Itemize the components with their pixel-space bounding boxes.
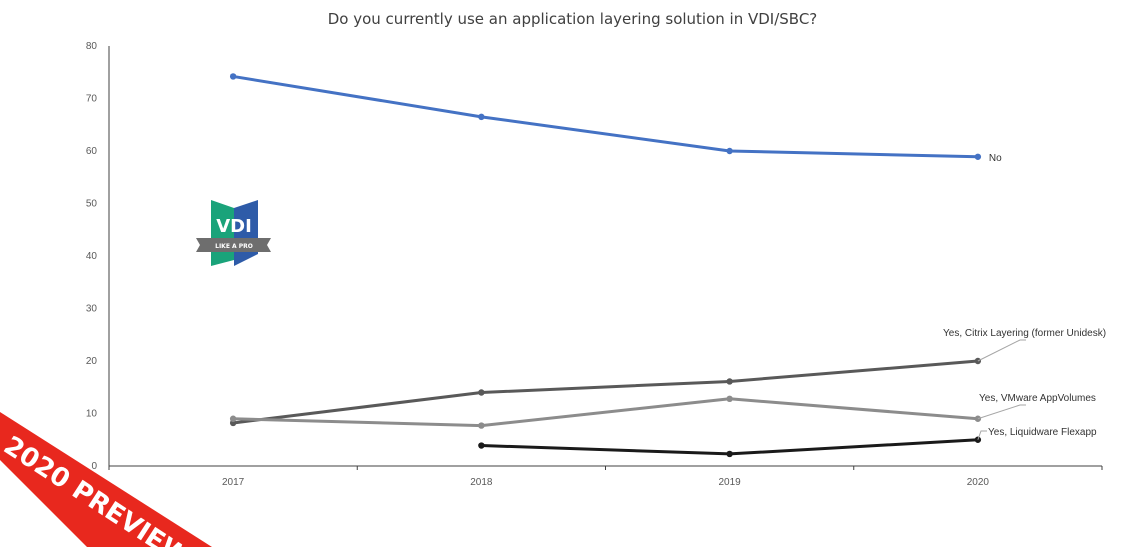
data-point xyxy=(726,147,733,155)
data-point xyxy=(726,378,733,385)
chart-title: Do you currently use an application laye… xyxy=(327,10,818,28)
data-point xyxy=(478,442,485,449)
y-tick-label: 30 xyxy=(86,304,98,315)
series-label: Yes, VMware AppVolumes xyxy=(979,393,1096,404)
y-tick-label: 0 xyxy=(91,461,97,472)
y-tick-label: 20 xyxy=(86,356,98,367)
data-point xyxy=(478,113,485,121)
series-labels: No Yes, Citrix Layering (former Unidesk) Y… xyxy=(943,153,1106,440)
logo-text: VDI xyxy=(216,216,252,237)
data-point xyxy=(229,415,237,422)
x-tick-label: 2017 xyxy=(222,477,245,488)
series-line xyxy=(233,397,978,428)
series-line xyxy=(232,359,978,425)
vdi-logo: VDI LIKE A PRO xyxy=(196,200,271,266)
label-leader-line xyxy=(977,339,1026,362)
axes xyxy=(108,46,1102,467)
y-tick-label: 60 xyxy=(86,146,98,157)
data-point xyxy=(229,73,237,80)
y-tick-label: 70 xyxy=(86,94,98,105)
x-tick-label: 2020 xyxy=(967,477,990,488)
series-line xyxy=(232,74,978,159)
data-point xyxy=(726,395,733,402)
series-label: Yes, Liquidware Flexapp xyxy=(988,427,1097,438)
preview-banner: 2020 PREVIEW xyxy=(0,412,212,547)
y-axis-ticks: 0 10 20 30 40 50 60 70 80 xyxy=(86,41,98,472)
y-tick-label: 50 xyxy=(86,199,98,210)
y-tick-label: 40 xyxy=(86,251,98,262)
series-label: No xyxy=(989,153,1002,164)
data-point xyxy=(478,389,485,396)
x-tick-label: 2018 xyxy=(470,477,493,488)
data-point xyxy=(726,450,733,458)
x-axis-ticks: 2017 2018 2019 2020 xyxy=(108,466,1103,488)
y-tick-label: 80 xyxy=(86,41,98,52)
series-label: Yes, Citrix Layering (former Unidesk) xyxy=(943,328,1106,339)
data-point xyxy=(974,153,982,160)
y-tick-label: 10 xyxy=(86,409,98,420)
x-tick-label: 2019 xyxy=(719,477,742,488)
label-leader-line xyxy=(977,404,1026,420)
logo-tagline: LIKE A PRO xyxy=(215,243,253,250)
data-point xyxy=(478,422,485,429)
series-layer xyxy=(229,73,982,458)
label-leader-line xyxy=(977,430,987,440)
